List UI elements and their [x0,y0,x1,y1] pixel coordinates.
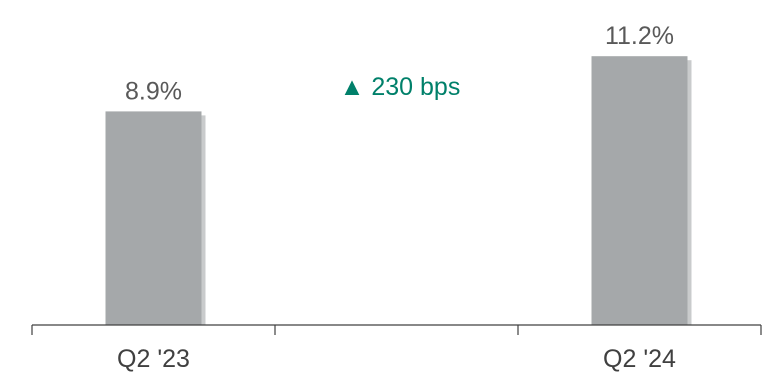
bars-layer [105,56,692,326]
data-label-2: 11.2% [605,22,674,50]
x-axis [31,324,762,335]
category-label-2: Q2 '24 [603,345,676,373]
bar-0 [105,111,202,326]
labels-layer: 8.9% Q2 '23 11.2% Q2 '24 [117,22,676,373]
bar-2 [591,56,688,325]
category-label-0: Q2 '23 [117,345,190,373]
data-label-0: 8.9% [125,77,182,105]
delta-annotation: ▲ 230 bps [340,73,461,101]
